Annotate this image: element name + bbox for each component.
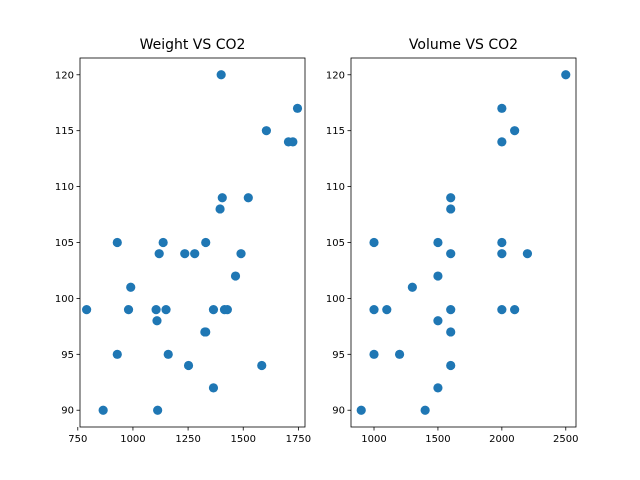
y-tick-label: 100: [55, 294, 74, 305]
data-point: [510, 304, 520, 315]
axes-frame: [350, 57, 577, 428]
data-point: [215, 204, 225, 214]
data-point: [154, 249, 164, 259]
x-tick-label: 1750: [286, 434, 311, 445]
data-point: [433, 316, 443, 326]
x-tick-label: 1500: [231, 434, 256, 445]
y-tick-label: 110: [326, 182, 345, 193]
volume-vs-co2-plot: Volume VS CO2 1000 1500 2000 2500 90 95 100 105 1…: [326, 37, 579, 445]
data-point: [497, 103, 507, 113]
data-point: [497, 137, 507, 147]
data-point: [82, 304, 92, 315]
data-point: [161, 304, 171, 315]
x-tick-label: 1000: [361, 434, 386, 445]
data-point: [446, 249, 456, 259]
x-tick-label: 2500: [553, 434, 578, 445]
data-point: [433, 383, 443, 393]
data-point: [497, 304, 507, 315]
data-point: [561, 70, 571, 80]
data-point: [433, 237, 443, 248]
data-point: [369, 237, 379, 248]
data-point: [180, 249, 190, 259]
data-point: [201, 237, 211, 248]
data-point: [497, 237, 507, 248]
data-point: [112, 349, 122, 359]
data-point: [510, 126, 520, 136]
data-point: [163, 349, 173, 359]
data-point: [153, 405, 163, 415]
y-tick-label: 105: [55, 238, 74, 249]
data-point: [126, 282, 136, 292]
data-point: [158, 237, 168, 248]
data-point: [420, 405, 430, 415]
data-point: [446, 204, 456, 214]
data-point: [433, 271, 443, 281]
data-point: [292, 103, 303, 113]
data-point: [208, 383, 219, 393]
x-tick-label: 1500: [425, 434, 450, 445]
x-tick-label: 1000: [120, 434, 145, 445]
data-point: [261, 126, 271, 136]
chart-title: Weight VS CO2: [140, 37, 246, 53]
y-tick-label: 100: [326, 294, 345, 305]
y-tick-label: 120: [326, 70, 345, 81]
data-point: [369, 304, 379, 315]
data-point: [222, 304, 232, 315]
data-point: [123, 304, 134, 315]
data-point: [446, 193, 456, 203]
y-tick-label: 95: [61, 350, 74, 361]
data-point: [382, 304, 392, 315]
data-point: [257, 360, 267, 371]
data-point: [446, 360, 456, 371]
data-point: [446, 327, 456, 337]
y-tick-label: 115: [326, 126, 345, 137]
data-point: [201, 327, 211, 337]
y-tick-label: 110: [55, 182, 74, 193]
x-tick-label: 750: [68, 434, 87, 445]
data-point: [183, 360, 194, 371]
chart-title: Volume VS CO2: [409, 37, 518, 53]
y-tick-label: 115: [55, 126, 74, 137]
data-point: [151, 304, 161, 315]
data-point: [112, 237, 122, 248]
data-point: [446, 304, 456, 315]
x-tick-label: 1250: [175, 434, 200, 445]
y-tick-label: 95: [332, 350, 345, 361]
y-tick-label: 90: [61, 406, 74, 417]
data-point: [497, 249, 507, 259]
y-tick-label: 90: [332, 406, 345, 417]
data-point: [152, 316, 162, 326]
data-point: [522, 249, 533, 259]
data-point: [230, 271, 241, 281]
y-tick-label: 120: [55, 70, 74, 81]
data-point: [208, 304, 219, 315]
data-point: [236, 249, 246, 259]
data-point: [190, 249, 200, 259]
x-tick-label: 2000: [489, 434, 514, 445]
data-point: [356, 405, 366, 415]
data-point: [216, 70, 226, 80]
data-point: [243, 193, 253, 203]
y-tick-label: 105: [326, 238, 345, 249]
data-point: [407, 282, 417, 292]
weight-vs-co2-plot: Weight VS CO2 750 1000 1250 1500 1750 90 95 100 1…: [55, 37, 311, 445]
data-point: [98, 405, 108, 415]
data-point: [217, 193, 227, 203]
data-point: [288, 137, 298, 147]
data-point: [394, 349, 405, 359]
data-point: [369, 349, 379, 359]
